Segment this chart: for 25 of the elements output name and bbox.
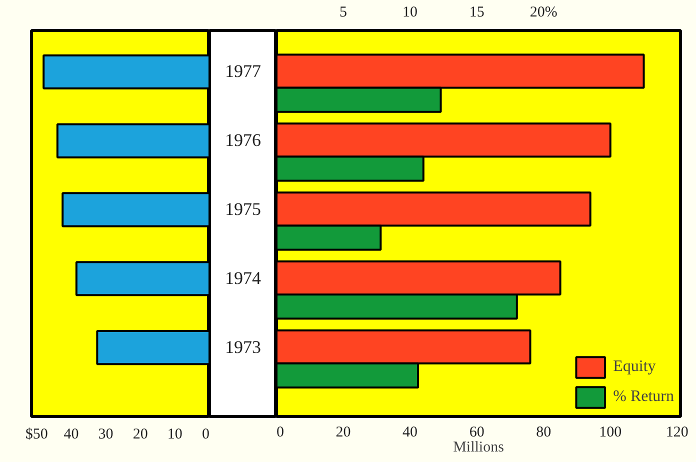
x-tick-label: $50: [25, 426, 48, 442]
x-tick-label: 30: [98, 426, 114, 442]
x-tick-label: 0: [202, 426, 210, 442]
x2-tick-label: 15: [469, 4, 484, 20]
x-tick-label: 40: [64, 426, 79, 442]
x-tick-label: 40: [402, 424, 418, 440]
x-tick-label: 100: [599, 424, 622, 440]
y-tick-label: 1975: [225, 199, 261, 220]
x2-tick-label: 5: [340, 4, 348, 20]
y-tick-label: 1976: [225, 130, 261, 150]
y-tick-label: 1973: [225, 336, 261, 357]
x-tick-label: 10: [167, 426, 182, 442]
x2-tick-label: 10: [402, 4, 418, 20]
legend-label: % Return: [613, 388, 674, 406]
x-tick-label: 120: [666, 424, 688, 440]
y-tick-label: 1977: [225, 61, 261, 82]
x-tick-label: 20: [132, 426, 148, 442]
x-tick-label: 20: [336, 424, 351, 440]
x-axis-title: Millions: [453, 440, 504, 456]
y-tick-label: 1974: [225, 268, 261, 288]
x-tick-label: 80: [536, 424, 552, 440]
x-tick-label: 0: [276, 424, 284, 440]
legend-label: Equity: [613, 358, 656, 376]
x-tick-label: 60: [469, 424, 484, 440]
x2-tick-label: 20%: [530, 4, 558, 20]
